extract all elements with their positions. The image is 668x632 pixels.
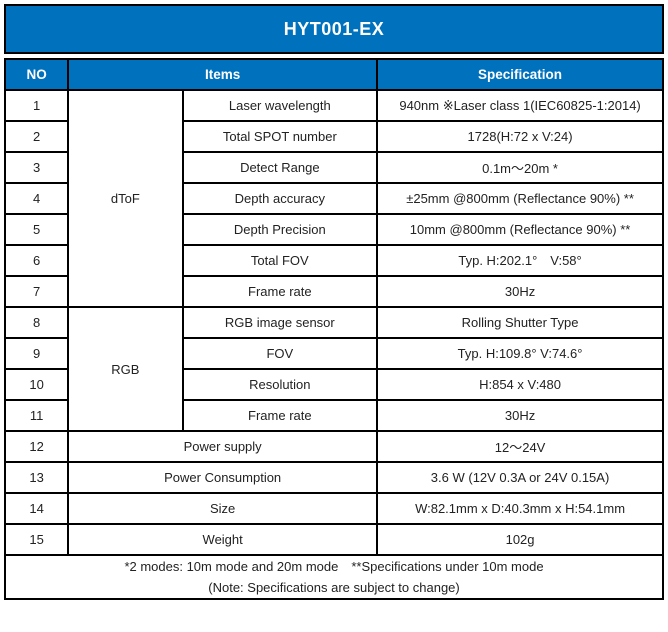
page-title: HYT001-EX: [283, 18, 385, 39]
row-no: 11: [3, 399, 70, 432]
row-no: 7: [3, 275, 70, 308]
item-cell: RGB image sensor: [181, 306, 379, 339]
item-cell: Depth accuracy: [181, 182, 379, 215]
row-no: 2: [3, 120, 70, 153]
group-cell-dtof: dToF: [67, 89, 184, 308]
item-cell: Resolution: [181, 368, 379, 401]
row-no: 9: [3, 337, 70, 370]
row-no: 3: [3, 151, 70, 184]
footnote-line-2: (Note: Specifications are subject to cha…: [208, 580, 460, 595]
item-cell: Power Consumption: [67, 461, 379, 494]
table-row: 9 FOV Typ. H:109.8° V:74.6°: [3, 337, 664, 370]
spec-cell: Rolling Shutter Type: [376, 306, 664, 339]
item-cell: FOV: [181, 337, 379, 370]
column-header-items: Items: [67, 58, 379, 91]
footnote-row: *2 modes: 10m mode and 20m mode **Specif…: [4, 554, 664, 600]
footnote-line-1: *2 modes: 10m mode and 20m mode **Specif…: [124, 559, 544, 574]
item-cell: Frame rate: [181, 399, 379, 432]
row-no: 4: [3, 182, 70, 215]
table-row: 8 RGB RGB image sensor Rolling Shutter T…: [3, 306, 664, 432]
spec-cell: W:82.1mm x D:40.3mm x H:54.1mm: [376, 492, 664, 525]
item-cell: Weight: [67, 523, 379, 556]
spec-cell: 0.1m～20m *: [376, 151, 664, 184]
specification-table: NO Items Specification 1 dToF Laser wave…: [3, 58, 664, 600]
spec-cell: 3.6 W (12V 0.3A or 24V 0.15A): [376, 461, 664, 494]
spec-cell: 1728(H:72 x V:24): [376, 120, 664, 153]
spec-cell: 30Hz: [376, 399, 664, 432]
row-no: 15: [3, 523, 70, 556]
spec-cell: ±25mm @800mm (Reflectance 90%) **: [376, 182, 664, 215]
spec-cell: Typ. H:109.8° V:74.6°: [376, 337, 664, 370]
column-header-specification: Specification: [376, 58, 664, 91]
spec-cell: H:854 x V:480: [376, 368, 664, 401]
table-row: 3 Detect Range 0.1m～20m *: [3, 151, 664, 184]
table-row: 1 dToF Laser wavelength 940nm ※Laser cla…: [3, 89, 664, 308]
item-cell: Frame rate: [181, 275, 379, 308]
row-no: 8: [3, 306, 70, 339]
table-row: 2 Total SPOT number 1728(H:72 x V:24): [3, 120, 664, 153]
item-cell: Depth Precision: [181, 213, 379, 246]
item-cell: Laser wavelength: [181, 89, 379, 122]
spec-cell: 10mm @800mm (Reflectance 90%) **: [376, 213, 664, 246]
row-no: 12: [3, 430, 70, 463]
row-no: 5: [3, 213, 70, 246]
footnote-cell: *2 modes: 10m mode and 20m mode **Specif…: [4, 554, 664, 600]
row-no: 6: [3, 244, 70, 277]
table-row: 13 Power Consumption 3.6 W (12V 0.3A or …: [3, 461, 664, 494]
table-row: 15 Weight 102g: [3, 523, 664, 556]
table-row: 14 Size W:82.1mm x D:40.3mm x H:54.1mm: [3, 492, 664, 525]
spec-cell: 30Hz: [376, 275, 664, 308]
item-cell: Total SPOT number: [181, 120, 379, 153]
item-cell: Size: [67, 492, 379, 525]
column-header-no: NO: [3, 58, 70, 91]
group-cell-rgb: RGB: [67, 306, 184, 432]
row-no: 10: [3, 368, 70, 401]
item-cell: Total FOV: [181, 244, 379, 277]
row-no: 14: [3, 492, 70, 525]
table-row: 7 Frame rate 30Hz: [3, 275, 664, 308]
table-row: 6 Total FOV Typ. H:202.1° V:58°: [3, 244, 664, 277]
table-row: 12 Power supply 12～24V: [3, 430, 664, 463]
item-cell: Detect Range: [181, 151, 379, 184]
spec-cell: 940nm ※Laser class 1(IEC60825-1:2014): [376, 89, 664, 122]
spec-cell: Typ. H:202.1° V:58°: [376, 244, 664, 277]
item-cell: Power supply: [67, 430, 379, 463]
table-row: 4 Depth accuracy ±25mm @800mm (Reflectan…: [3, 182, 664, 215]
spec-cell: 12～24V: [376, 430, 664, 463]
row-no: 13: [3, 461, 70, 494]
row-no: 1: [3, 89, 70, 122]
title-bar: HYT001-EX: [4, 4, 664, 54]
table-row: 10 Resolution H:854 x V:480: [3, 368, 664, 401]
table-row: 11 Frame rate 30Hz: [3, 399, 664, 432]
spec-cell: 102g: [376, 523, 664, 556]
table-header-row: NO Items Specification: [3, 58, 664, 91]
table-row: 5 Depth Precision 10mm @800mm (Reflectan…: [3, 213, 664, 246]
